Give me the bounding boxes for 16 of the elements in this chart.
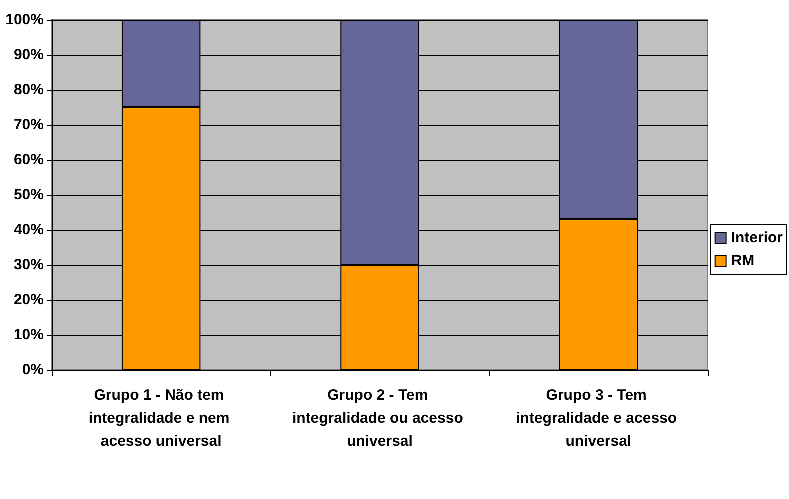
x-tick-label: Grupo 2 - Tem integralidade ou acesso universal	[292, 387, 468, 450]
y-tick-label: 10%	[14, 326, 44, 344]
y-tick-label: 90%	[14, 46, 44, 64]
y-tick-label: 100%	[6, 12, 44, 28]
y-tick-label: 0%	[22, 362, 44, 378]
legend-label: Interior	[731, 230, 784, 246]
y-tick-label: 80%	[14, 82, 44, 98]
y-tick-label: 60%	[14, 152, 44, 168]
x-tick-label: Grupo 3 - Tem integralidade e acesso universal	[516, 387, 682, 450]
y-tick-label: 70%	[14, 116, 44, 134]
y-tick-label: 50%	[14, 186, 44, 204]
legend-label: RM	[731, 252, 755, 270]
y-tick-label: 20%	[14, 292, 44, 308]
x-tick-label: Grupo 1 - Não tem integralidade e nem acesso universal	[88, 387, 234, 450]
y-tick-label: 40%	[14, 222, 44, 238]
y-tick-label: 30%	[14, 256, 44, 274]
